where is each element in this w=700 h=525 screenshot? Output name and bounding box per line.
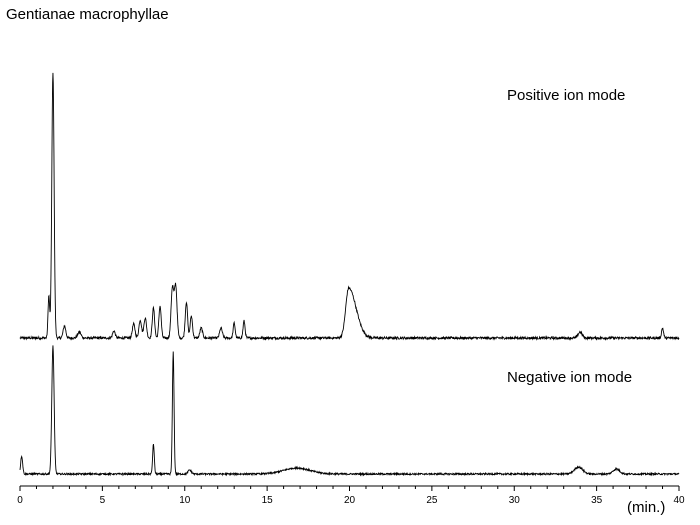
x-tick-label: 5 (100, 495, 106, 506)
x-tick-label: 20 (344, 495, 356, 506)
x-tick-label: 10 (179, 495, 191, 506)
positive-ion-mode-label: Positive ion mode (507, 87, 626, 104)
x-tick-label: 0 (17, 495, 23, 506)
x-tick-label: 35 (591, 495, 603, 506)
x-tick-label: 40 (673, 495, 685, 506)
positive-ion-trace (19, 72, 680, 341)
x-tick-label: 15 (262, 495, 274, 506)
x-tick-label: 30 (509, 495, 521, 506)
chart-title: Gentianae macrophyllae (6, 6, 169, 23)
negative-ion-trace (19, 345, 680, 477)
x-axis-unit-label: (min.) (627, 499, 666, 516)
negative-ion-mode-label: Negative ion mode (507, 369, 633, 386)
x-tick-label: 25 (426, 495, 438, 506)
